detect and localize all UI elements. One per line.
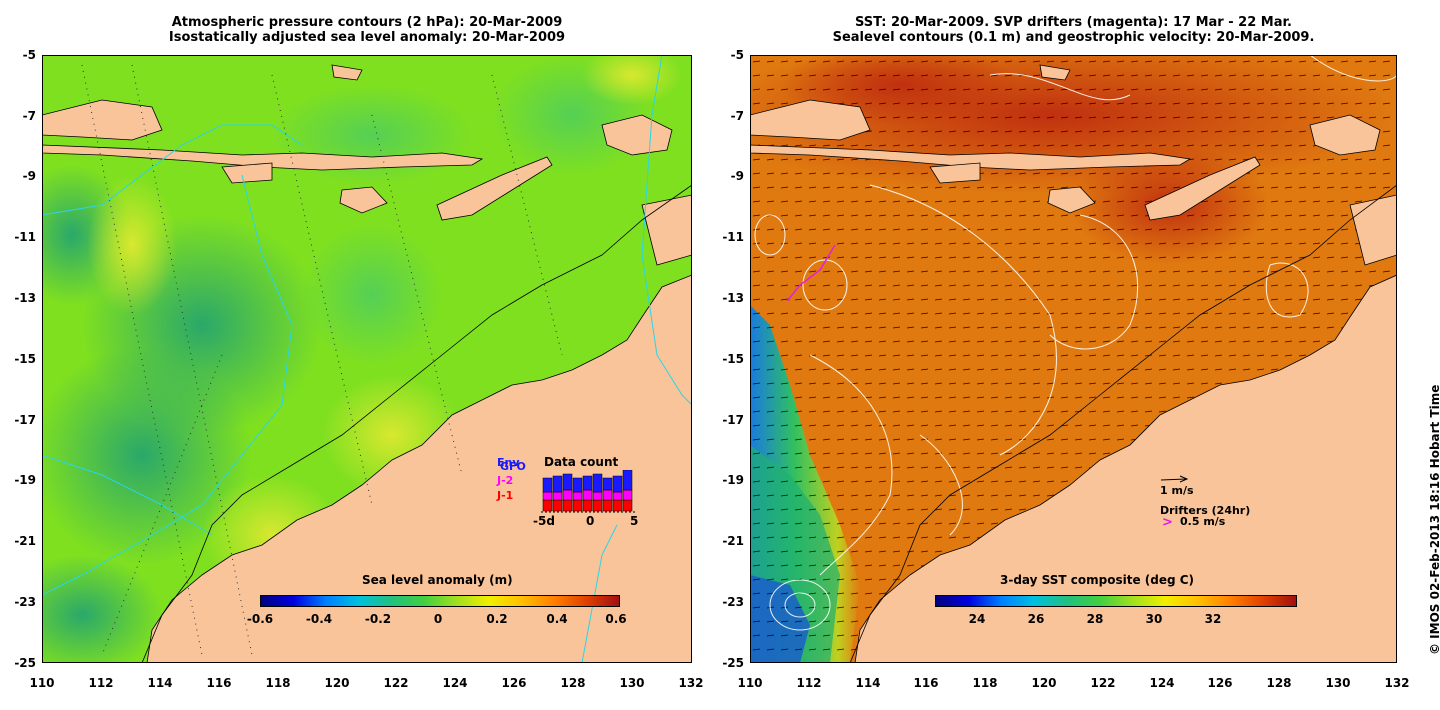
right-y-tick: -13 <box>722 291 744 305</box>
right-y-tick: -21 <box>722 534 744 548</box>
left-y-tick: -25 <box>14 656 36 670</box>
right-x-tick: 120 <box>1031 676 1057 690</box>
sst-colorbar-tick: 28 <box>1086 612 1104 626</box>
left-y-tick: -5 <box>22 48 36 62</box>
drifter-legend-title: Drifters (24hr) <box>1160 504 1251 517</box>
right-x-tick: 122 <box>1090 676 1116 690</box>
right-title-line1: SST: 20-Mar-2009. SVP drifters (magenta)… <box>855 15 1292 30</box>
right-y-tick: -11 <box>722 230 744 244</box>
data-count-bar-group <box>542 470 633 512</box>
right-title-line2: Sealevel contours (0.1 m) and geostrophi… <box>832 30 1315 45</box>
left-y-tick: -15 <box>14 352 36 366</box>
right-x-tick: 118 <box>972 676 998 690</box>
right-y-tick: -7 <box>730 109 744 123</box>
sst-colorbar-tick: 24 <box>968 612 986 626</box>
drifter-legend-symbol: > <box>1162 515 1173 530</box>
right-y-tick: -5 <box>730 48 744 62</box>
left-x-tick: 130 <box>619 676 645 690</box>
right-y-tick: -9 <box>730 169 744 183</box>
right-x-tick: 116 <box>913 676 939 690</box>
left-map <box>42 55 692 663</box>
right-x-tick: 126 <box>1207 676 1233 690</box>
left-x-tick: 126 <box>501 676 527 690</box>
left-x-tick: 114 <box>147 676 173 690</box>
data-count-series-j2: J-2 <box>497 474 514 487</box>
sla-colorbar-tick: 0 <box>433 612 443 626</box>
sst-colorbar <box>935 595 1297 607</box>
sla-colorbar-tick: 0.4 <box>546 612 568 626</box>
data-count-tick: -5d <box>533 514 555 528</box>
data-count-tick: 5 <box>630 514 639 528</box>
data-count-series-env: Env <box>497 456 520 469</box>
left-x-tick: 132 <box>678 676 704 690</box>
right-y-tick: -15 <box>722 352 744 366</box>
right-x-tick: 132 <box>1384 676 1410 690</box>
data-count-series-j1: J-1 <box>497 489 514 502</box>
left-x-tick: 128 <box>560 676 586 690</box>
right-x-tick: 110 <box>737 676 763 690</box>
data-count-title: Data count <box>544 455 619 469</box>
right-y-tick: -23 <box>722 595 744 609</box>
left-x-tick: 112 <box>88 676 114 690</box>
sst-colorbar-title: 3-day SST composite (deg C) <box>1000 573 1195 587</box>
drifter-legend-value: 0.5 m/s <box>1180 515 1226 528</box>
velocity-legend-label: 1 m/s <box>1160 484 1194 497</box>
left-y-tick: -11 <box>14 230 36 244</box>
sla-colorbar-title: Sea level anomaly (m) <box>362 573 513 587</box>
sla-colorbar-tick: -0.6 <box>246 612 274 626</box>
right-title: SST: 20-Mar-2009. SVP drifters (magenta)… <box>750 15 1397 45</box>
right-y-tick: -17 <box>722 413 744 427</box>
left-x-tick: 120 <box>324 676 350 690</box>
velocity-legend-arrow <box>1160 475 1189 483</box>
left-x-tick: 118 <box>265 676 291 690</box>
sst-colorbar-tick: 30 <box>1145 612 1163 626</box>
right-map <box>750 55 1397 663</box>
left-y-tick: -21 <box>14 534 36 548</box>
left-title-line2: Isostatically adjusted sea level anomaly… <box>168 30 566 45</box>
sst-colorbar-tick: 26 <box>1027 612 1045 626</box>
left-y-tick: -13 <box>14 291 36 305</box>
sst-colorbar-tick: 32 <box>1204 612 1222 626</box>
right-x-tick: 114 <box>855 676 881 690</box>
left-y-tick: -23 <box>14 595 36 609</box>
data-count-series-gfo: GFO <box>500 460 526 473</box>
data-count-bars <box>541 470 635 513</box>
left-x-tick: 116 <box>206 676 232 690</box>
imos-credit: © IMOS 02-Feb-2013 18:16 Hobart Time <box>1428 384 1440 655</box>
left-title-line1: Atmospheric pressure contours (2 hPa): 2… <box>171 15 563 30</box>
sla-colorbar <box>260 595 620 607</box>
left-y-tick: -19 <box>14 473 36 487</box>
right-x-tick: 128 <box>1266 676 1292 690</box>
left-x-tick: 122 <box>383 676 409 690</box>
left-y-tick: -9 <box>22 169 36 183</box>
left-x-tick: 110 <box>29 676 55 690</box>
right-x-tick: 124 <box>1149 676 1175 690</box>
right-y-tick: -19 <box>722 473 744 487</box>
sla-colorbar-tick: 0.6 <box>605 612 627 626</box>
sla-colorbar-tick: -0.4 <box>305 612 333 626</box>
right-x-tick: 130 <box>1325 676 1351 690</box>
left-title: Atmospheric pressure contours (2 hPa): 2… <box>42 15 692 45</box>
left-x-tick: 124 <box>442 676 468 690</box>
right-y-tick: -25 <box>722 656 744 670</box>
left-y-tick: -17 <box>14 413 36 427</box>
data-count-tick: 0 <box>586 514 595 528</box>
sla-colorbar-tick: -0.2 <box>364 612 392 626</box>
sla-colorbar-tick: 0.2 <box>486 612 508 626</box>
right-x-tick: 112 <box>796 676 822 690</box>
left-y-tick: -7 <box>22 109 36 123</box>
